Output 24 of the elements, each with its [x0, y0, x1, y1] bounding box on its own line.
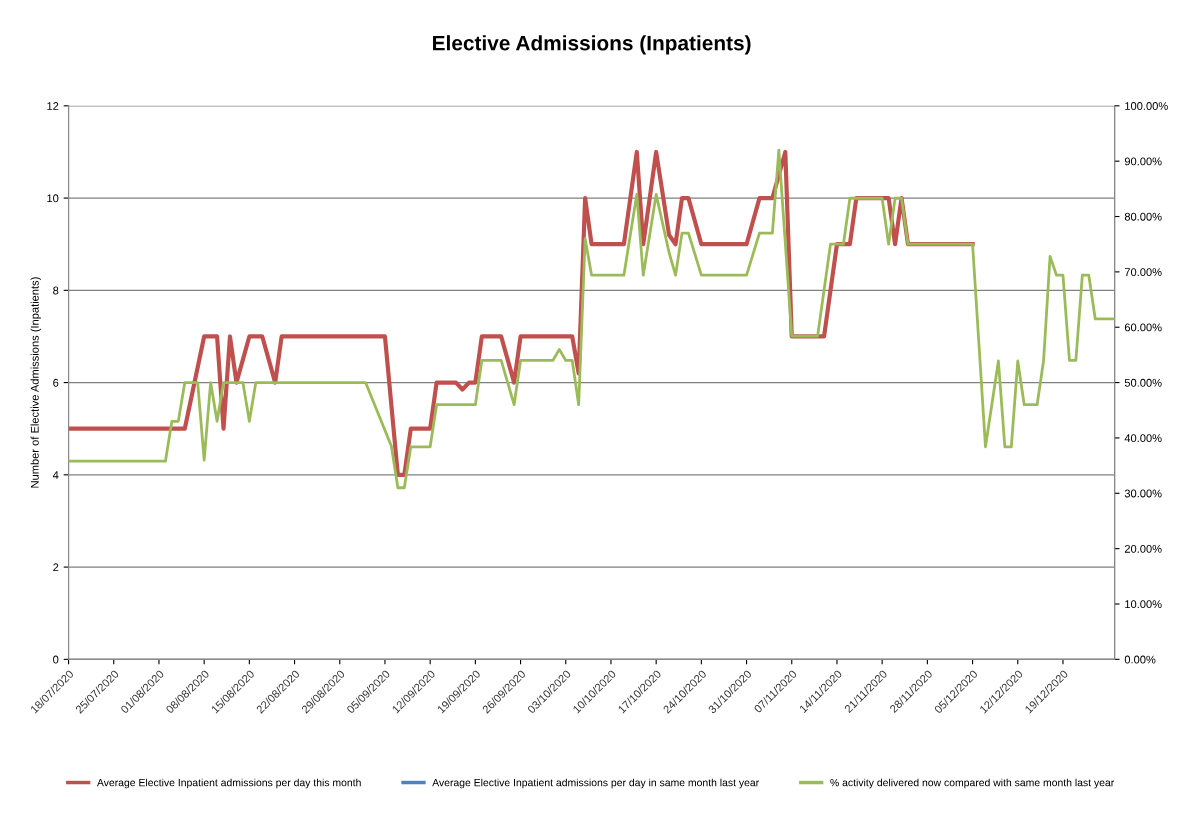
y2-tick-label: 100.00% [1125, 102, 1168, 110]
y2-tick-label: 30.00% [1124, 489, 1162, 498]
y-tick-label: 6 [53, 378, 59, 387]
y2-tick-label: 0.00% [1124, 655, 1156, 664]
y-tick-label: 8 [53, 286, 59, 295]
y-tick-label: 10 [47, 194, 59, 203]
y2-tick-label: 90.00% [1124, 157, 1162, 166]
y-tick-label: 2 [53, 563, 59, 572]
y2-tick-label: 40.00% [1124, 434, 1162, 443]
y-tick-label: 4 [52, 471, 59, 479]
legend-label: Average Elective Inpatient admissions per day this month [96, 778, 361, 789]
y2-tick-label: 50.00% [1124, 378, 1162, 387]
y-tick-label: 12 [47, 102, 59, 110]
chart-title: Elective Admissions (Inpatients) [433, 35, 751, 55]
y2-tick-label: 70.00% [1124, 268, 1162, 277]
y2-tick-label: 20.00% [1124, 544, 1162, 553]
y-axis-title: Number of Elective Admissions (Inpatients) [30, 277, 41, 488]
legend-label: Average Elective Inpatient admissions per day in same month last year [432, 778, 759, 789]
y-tick-label: 0 [53, 655, 59, 664]
legend-label: % activity delivered now compared with same month last year [830, 778, 1115, 789]
line-series [68, 148, 1115, 490]
y2-tick-label: 80.00% [1124, 212, 1162, 221]
y2-tick-label: 60.00% [1124, 323, 1162, 332]
y2-tick-label: 10.00% [1125, 600, 1162, 609]
